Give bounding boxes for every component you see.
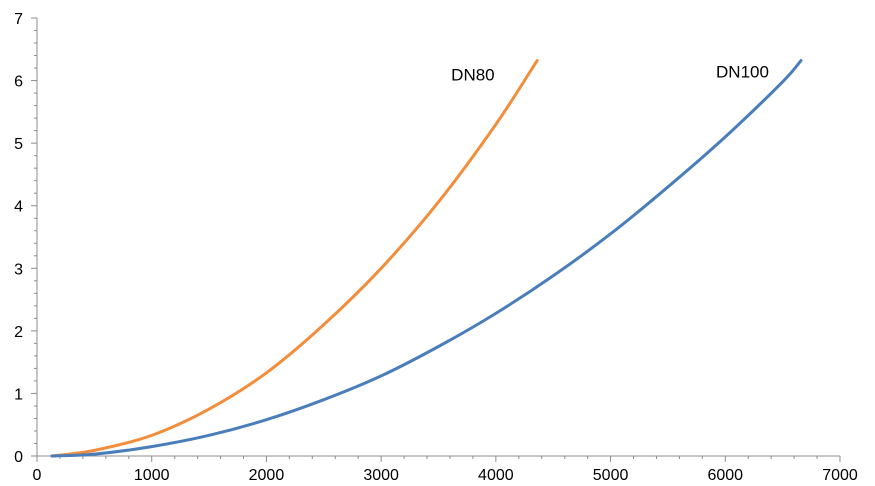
y-tick-label: 2: [14, 324, 23, 341]
y-tick-label: 0: [14, 449, 23, 466]
y-axis: 0 1 2 3 4 5 6 7: [14, 11, 38, 466]
series-line-dn80: [50, 59, 539, 458]
x-tick-label: 7000: [822, 467, 858, 484]
y-tick-label: 4: [14, 199, 23, 216]
x-tick-label: 6000: [707, 467, 743, 484]
x-tick-label: 4000: [478, 467, 514, 484]
y-tick-label: 3: [14, 261, 23, 278]
x-axis: 0 1000 2000 3000 4000 5000 6000 7000: [33, 455, 858, 484]
x-tick-label: 3000: [363, 467, 399, 484]
y-tick-label: 6: [14, 74, 23, 91]
series-label-dn80: DN80: [451, 66, 494, 85]
x-tick-label: 5000: [593, 467, 629, 484]
series-label-dn100: DN100: [716, 62, 769, 81]
y-tick-label: 5: [14, 136, 23, 153]
y-tick-label: 7: [14, 11, 23, 28]
x-tick-label: 0: [33, 467, 42, 484]
series-layer: DN80 DN100: [50, 59, 803, 458]
x-tick-label: 2000: [249, 467, 285, 484]
series-line-dn100: [50, 59, 803, 458]
x-tick-label: 1000: [134, 467, 170, 484]
y-tick-label: 1: [14, 386, 23, 403]
